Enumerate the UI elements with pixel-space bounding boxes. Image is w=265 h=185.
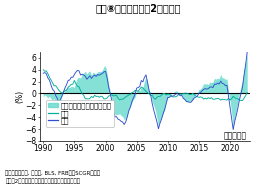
Y-axis label: (%): (%)	[15, 90, 24, 103]
Text: 図表⑧　日米の実質2年債金利: 図表⑧ 日米の実質2年債金利	[95, 3, 180, 13]
Text: （出所：総務省, 財務省, BLS, FRBよりSCGR作成）: （出所：総務省, 財務省, BLS, FRBよりSCGR作成）	[5, 171, 100, 176]
Text: （注）2年債金利を消費者物価上昇率で実質化した: （注）2年債金利を消費者物価上昇率で実質化した	[5, 178, 80, 184]
Legend: 実質金利差（米国－日本）, 日本, 米国: 実質金利差（米国－日本）, 日本, 米国	[46, 100, 114, 127]
Text: （四半期）: （四半期）	[224, 131, 247, 140]
